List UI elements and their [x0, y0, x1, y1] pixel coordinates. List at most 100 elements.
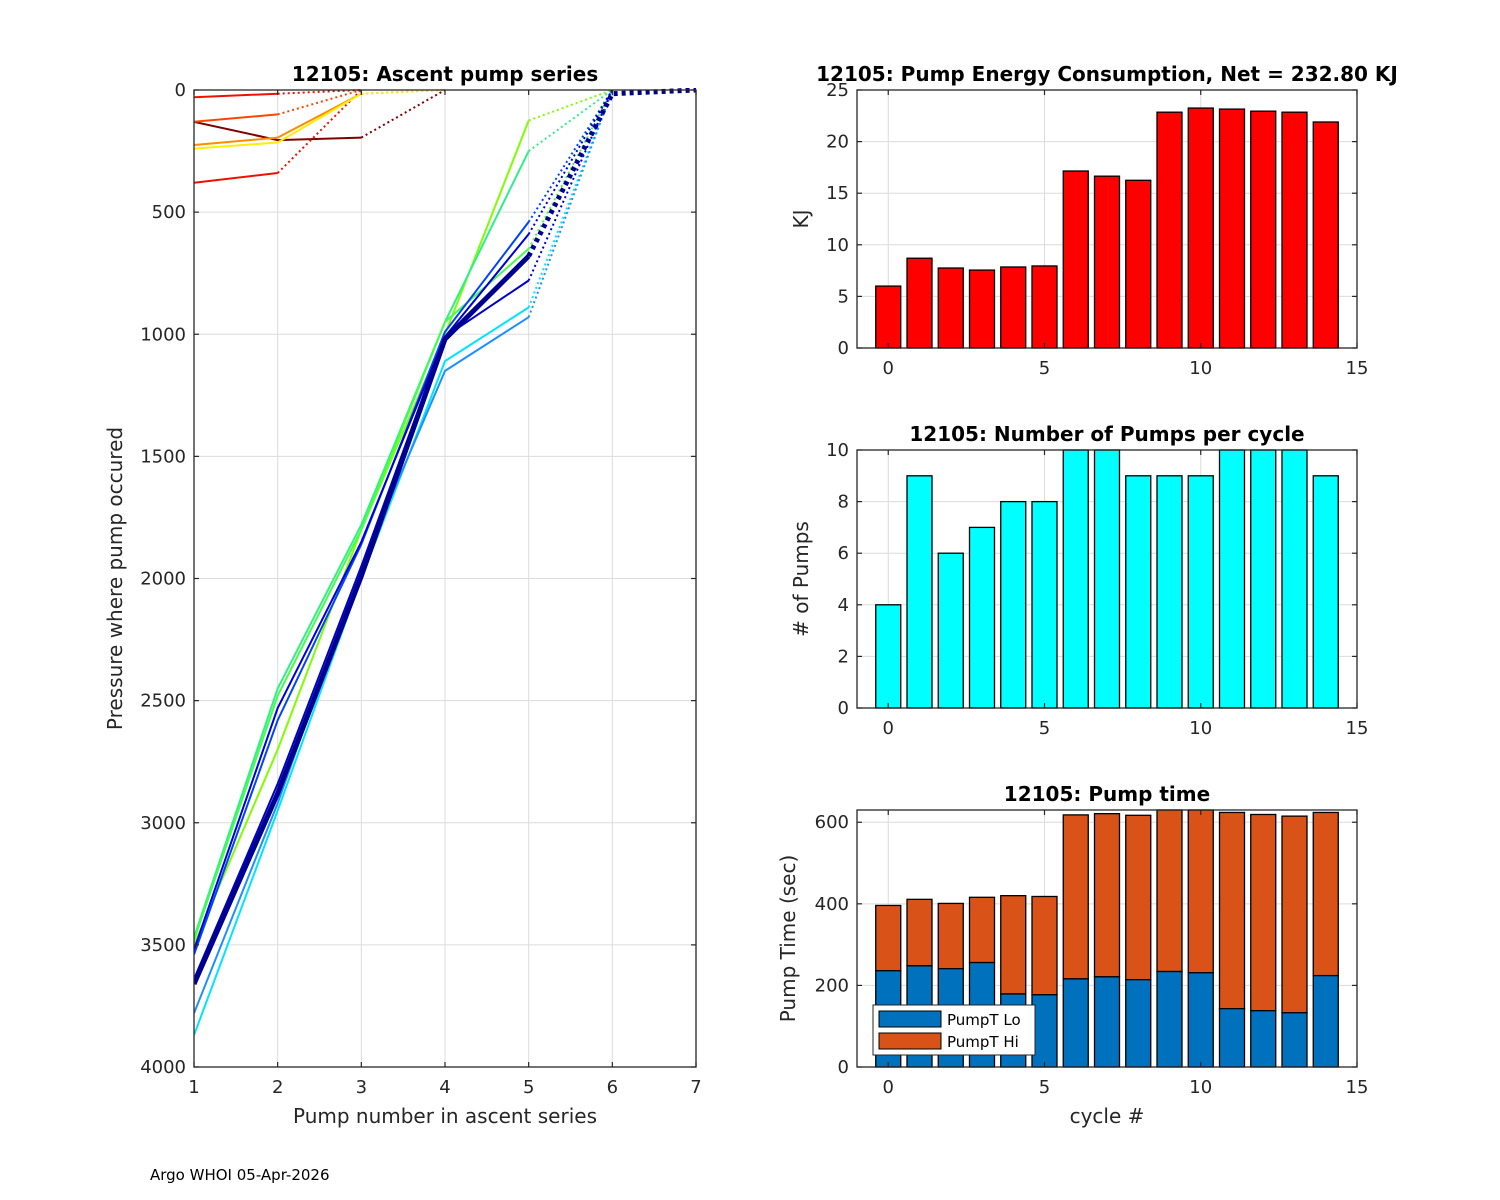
- series-dotted-cycle-7: [528, 89, 613, 152]
- bar-cycle-14: [1312, 121, 1339, 349]
- bar-cycle-3: [968, 269, 996, 349]
- y-tick-label: 3000: [140, 813, 186, 834]
- y-tick-label: 8: [838, 492, 849, 513]
- bar-hi-cycle-4: [1000, 895, 1027, 995]
- bar-lo-cycle-14: [1312, 974, 1339, 1068]
- chart-title: 12105: Pump Energy Consumption, Net = 23…: [816, 62, 1398, 86]
- bar-hi-cycle-7: [1093, 813, 1121, 978]
- bar-cycle-13: [1281, 111, 1308, 349]
- bar-lo-cycle-10: [1187, 972, 1214, 1068]
- legend-label-0: PumpT Lo: [947, 1011, 1021, 1029]
- y-tick-label: 600: [815, 812, 849, 833]
- y-tick-label: 25: [826, 80, 849, 101]
- axes-frame: [856, 809, 1358, 1068]
- bar-hi-cycle-10: [1187, 809, 1214, 974]
- bar-lo-cycle-12: [1250, 1010, 1277, 1068]
- bar-lo-cycle-13: [1281, 1012, 1308, 1068]
- bar-cycle-3: [968, 526, 996, 709]
- y-tick-label: 2000: [140, 569, 186, 590]
- x-tick-label: 7: [690, 1077, 701, 1098]
- chart-title: 12105: Number of Pumps per cycle: [909, 422, 1304, 446]
- bar-lo-cycle-11: [1218, 1008, 1246, 1068]
- series-dotted-cycle-5: [361, 89, 446, 95]
- bar-hi-cycle-12: [1250, 813, 1277, 1012]
- chart-title: 12105: Pump time: [1004, 782, 1210, 806]
- x-tick-label: 3: [356, 1077, 367, 1098]
- bar-cycle-5: [1031, 265, 1058, 349]
- y-tick-label: 3500: [140, 935, 186, 956]
- y-tick-label: 2500: [140, 691, 186, 712]
- bar-hi-cycle-0: [875, 904, 902, 972]
- bar-hi-cycle-1: [906, 898, 933, 967]
- bar-cycle-0: [875, 285, 902, 349]
- bar-cycle-6: [1062, 170, 1089, 349]
- y-tick-label: 500: [152, 202, 186, 223]
- x-tick-label: 15: [1346, 1077, 1369, 1098]
- series-line-cycle-14: [194, 254, 531, 986]
- bar-hi-cycle-3: [968, 896, 996, 964]
- bar-cycle-1: [906, 475, 933, 709]
- bar-hi-cycle-14: [1312, 811, 1339, 977]
- bar-cycle-8: [1125, 475, 1152, 709]
- x-tick-label: 4: [439, 1077, 450, 1098]
- series-line-cycle-11: [194, 221, 530, 955]
- footer-stamp: Argo WHOI 05-Apr-2026: [150, 1166, 330, 1184]
- bar-hi-cycle-11: [1218, 811, 1246, 1010]
- bar-lo-cycle-7: [1093, 976, 1121, 1068]
- bar-cycle-6: [1062, 449, 1089, 709]
- bar-cycle-5: [1031, 500, 1058, 709]
- series-dotted-cycle-10: [527, 89, 614, 318]
- bar-lo-cycle-8: [1125, 979, 1152, 1068]
- y-tick-label: 20: [826, 132, 849, 153]
- bar-hi-cycle-8: [1125, 814, 1152, 981]
- bar-cycle-9: [1156, 475, 1183, 709]
- bar-hi-cycle-6: [1062, 814, 1089, 980]
- bar-cycle-4: [1000, 500, 1027, 709]
- bar-cycle-11: [1218, 108, 1246, 349]
- bar-cycle-7: [1093, 175, 1121, 349]
- bar-hi-cycle-2: [937, 902, 964, 970]
- bar-lo-cycle-6: [1062, 978, 1089, 1068]
- y-tick-label: 10: [826, 440, 849, 461]
- x-axis-label: Pump number in ascent series: [293, 1104, 597, 1128]
- bar-cycle-9: [1156, 111, 1183, 349]
- y-axis-label: # of Pumps: [789, 521, 813, 637]
- bar-cycle-12: [1250, 110, 1277, 349]
- x-tick-label: 5: [1039, 358, 1050, 379]
- series-dotted-cycle-9: [527, 89, 614, 308]
- axes-frame: [856, 449, 1358, 709]
- bar-cycle-4: [1000, 266, 1027, 349]
- series-dotted-cycle-8: [527, 89, 614, 250]
- series-line-cycle-12: [194, 233, 530, 951]
- series-line-cycle-0: [194, 120, 362, 142]
- legend-swatch-0: [878, 1010, 942, 1028]
- bar-hi-cycle-13: [1281, 815, 1308, 1014]
- y-axis-label: Pressure where pump occured: [103, 427, 127, 730]
- y-tick-label: 4: [838, 595, 849, 616]
- series-line-cycle-13: [194, 279, 530, 980]
- bar-cycle-13: [1281, 449, 1308, 709]
- y-tick-label: 2: [838, 646, 849, 667]
- series-group: [194, 88, 697, 1036]
- y-axis-label: KJ: [789, 209, 813, 228]
- series-line-cycle-4: [194, 92, 362, 146]
- legend-label-1: PumpT Hi: [947, 1033, 1019, 1051]
- legend: PumpT Lo PumpT Hi: [872, 1004, 1036, 1056]
- y-axis-label: Pump Time (sec): [776, 855, 800, 1023]
- x-tick-label: 15: [1346, 718, 1369, 739]
- x-tick-label: 5: [523, 1077, 534, 1098]
- y-tick-label: 200: [815, 975, 849, 996]
- y-tick-label: 0: [838, 1057, 849, 1078]
- bar-cycle-0: [875, 604, 902, 709]
- y-tick-label: 10: [826, 235, 849, 256]
- series-line-cycle-7: [194, 150, 530, 938]
- series-dotted-cycle-11: [527, 89, 614, 223]
- x-tick-label: 6: [607, 1077, 618, 1098]
- series-line-cycle-8: [194, 248, 530, 941]
- x-tick-label: 15: [1346, 358, 1369, 379]
- bar-lo-cycle-9: [1156, 970, 1183, 1068]
- x-tick-label: 10: [1189, 718, 1212, 739]
- series-line-cycle-1: [194, 172, 278, 184]
- x-tick-label: 10: [1189, 1077, 1212, 1098]
